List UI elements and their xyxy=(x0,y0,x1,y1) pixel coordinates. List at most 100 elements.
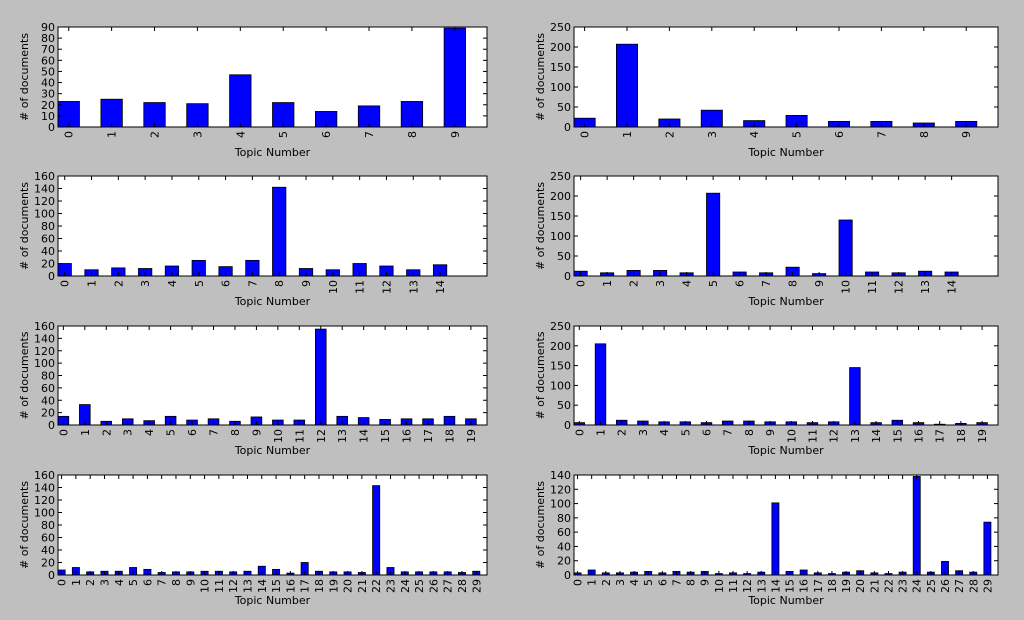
y-tick-label: 100 xyxy=(550,81,571,94)
x-tick-label: 3 xyxy=(637,429,650,436)
x-tick-label: 14 xyxy=(434,280,447,294)
x-tick-label: 10 xyxy=(785,429,798,443)
x-tick-label: 8 xyxy=(229,429,242,436)
x-tick-label: 6 xyxy=(701,429,714,436)
x-tick-label: 13 xyxy=(241,579,254,593)
x-tick-label: 14 xyxy=(769,579,782,593)
x-tick-label: 6 xyxy=(186,429,199,436)
x-tick-label: 6 xyxy=(656,579,669,586)
x-tick-label: 18 xyxy=(826,579,839,593)
x-tick-label: 11 xyxy=(807,429,820,443)
y-tick-label: 150 xyxy=(550,210,571,223)
y-tick-label: 0 xyxy=(48,419,55,432)
x-tick-label: 16 xyxy=(913,429,926,443)
x-tick-label: 3 xyxy=(191,131,204,138)
x-tick-label: 7 xyxy=(670,579,683,586)
x-tick-label: 16 xyxy=(401,429,414,443)
x-tick-label: 0 xyxy=(59,280,72,287)
y-tick-label: 140 xyxy=(34,183,55,196)
y-tick-label: 80 xyxy=(41,220,55,233)
y-tick-label: 200 xyxy=(550,41,571,54)
x-tick-label: 4 xyxy=(234,131,247,138)
x-tick-label: 6 xyxy=(320,131,333,138)
x-tick-label: 27 xyxy=(953,579,966,593)
y-tick-label: 80 xyxy=(557,512,571,525)
x-tick-label: 0 xyxy=(63,131,76,138)
bar xyxy=(314,328,327,426)
y-tick-label: 20 xyxy=(41,99,55,112)
x-tick-label: 9 xyxy=(960,131,973,138)
x-tick-label: 12 xyxy=(741,579,754,593)
y-tick-label: 140 xyxy=(34,482,55,495)
x-tick-label: 13 xyxy=(336,429,349,443)
x-tick-label: 4 xyxy=(113,579,126,586)
x-tick-label: 15 xyxy=(379,429,392,443)
x-tick-label: 23 xyxy=(897,579,910,593)
x-tick-label: 1 xyxy=(621,131,634,138)
bar xyxy=(706,192,721,277)
y-tick-label: 50 xyxy=(557,250,571,263)
x-tick-label: 8 xyxy=(918,131,931,138)
x-tick-label: 9 xyxy=(300,280,313,287)
y-tick-label: 40 xyxy=(41,544,55,557)
y-tick-label: 0 xyxy=(48,569,55,582)
x-tick-label: 9 xyxy=(184,579,197,586)
y-tick-label: 60 xyxy=(41,54,55,67)
x-tick-label: 3 xyxy=(98,579,111,586)
x-tick-label: 0 xyxy=(573,429,586,436)
x-tick-label: 2 xyxy=(149,131,162,138)
plot-area xyxy=(574,475,998,575)
x-tick-label: 9 xyxy=(813,280,826,287)
x-tick-label: 5 xyxy=(277,131,290,138)
plot-area xyxy=(58,326,487,425)
y-tick-label: 160 xyxy=(34,320,55,333)
y-tick-label: 20 xyxy=(41,258,55,271)
x-tick-label: 28 xyxy=(456,579,469,593)
y-tick-label: 20 xyxy=(557,555,571,568)
x-tick-label: 6 xyxy=(734,280,747,287)
x-tick-label: 22 xyxy=(370,579,383,593)
x-tick-label: 17 xyxy=(299,579,312,593)
x-tick-label: 2 xyxy=(628,280,641,287)
x-tick-label: 1 xyxy=(586,579,599,586)
x-tick-label: 20 xyxy=(854,579,867,593)
x-tick-label: 7 xyxy=(156,579,169,586)
x-tick-label: 10 xyxy=(840,280,853,294)
y-tick-label: 160 xyxy=(34,469,55,482)
y-axis-label: # of documents xyxy=(534,331,547,419)
x-tick-label: 25 xyxy=(925,579,938,593)
y-tick-label: 0 xyxy=(564,121,571,134)
bar xyxy=(849,367,861,426)
x-tick-label: 5 xyxy=(791,131,804,138)
x-tick-label: 2 xyxy=(600,579,613,586)
y-axis-label: # of documents xyxy=(534,33,547,121)
y-tick-label: 250 xyxy=(550,320,571,333)
y-tick-label: 40 xyxy=(41,245,55,258)
x-tick-label: 7 xyxy=(246,280,259,287)
x-tick-label: 8 xyxy=(685,579,698,586)
x-tick-label: 1 xyxy=(79,429,92,436)
x-tick-label: 9 xyxy=(449,131,462,138)
y-tick-label: 200 xyxy=(550,190,571,203)
x-tick-label: 3 xyxy=(654,280,667,287)
x-tick-label: 17 xyxy=(812,579,825,593)
x-tick-label: 19 xyxy=(976,429,989,443)
x-tick-label: 5 xyxy=(193,280,206,287)
x-tick-label: 28 xyxy=(967,579,980,593)
bar xyxy=(100,98,123,128)
x-tick-label: 7 xyxy=(363,131,376,138)
x-tick-label: 4 xyxy=(658,429,671,436)
x-tick-label: 14 xyxy=(358,429,371,443)
bar xyxy=(443,27,466,128)
x-tick-label: 26 xyxy=(939,579,952,593)
x-axis-label: Topic Number xyxy=(234,295,311,308)
x-tick-label: 14 xyxy=(870,429,883,443)
x-axis-label: Topic Number xyxy=(234,594,311,607)
y-tick-label: 0 xyxy=(48,121,55,134)
x-tick-label: 17 xyxy=(934,429,947,443)
